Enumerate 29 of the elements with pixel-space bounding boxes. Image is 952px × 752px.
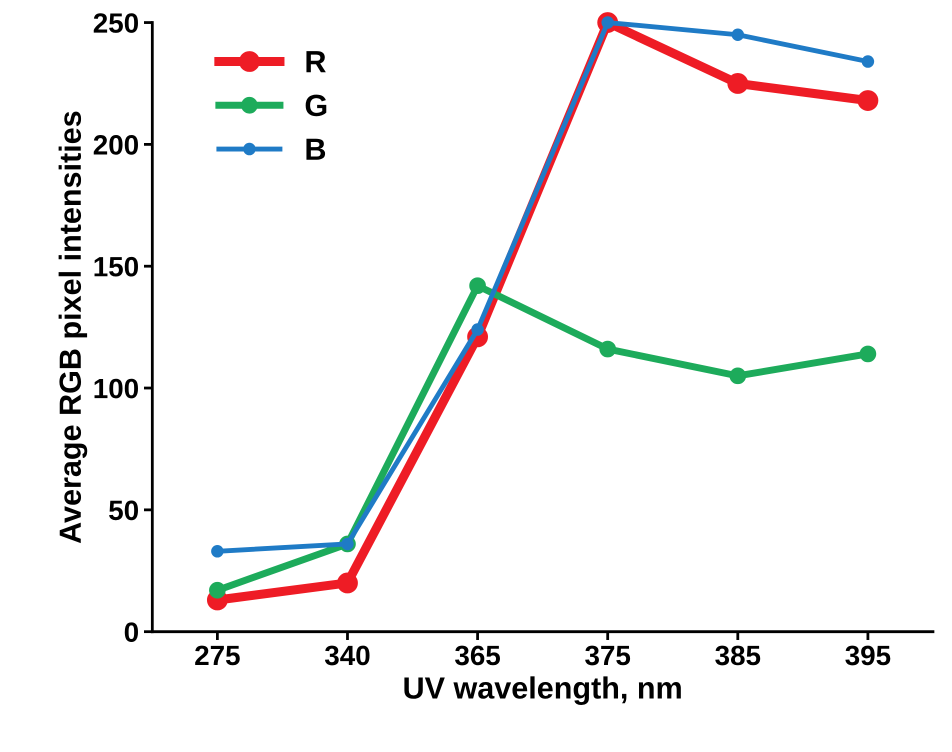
point xyxy=(471,323,484,336)
point xyxy=(732,28,744,41)
y-tick-label: 50 xyxy=(109,500,138,520)
y-axis-title: Average RGB pixel intensities xyxy=(58,112,88,544)
y-tick-label: 150 xyxy=(94,256,138,277)
x-tick-label: 275 xyxy=(195,646,240,666)
x-tick-label: 395 xyxy=(845,646,890,666)
y-tick-label: 0 xyxy=(124,622,138,642)
point xyxy=(209,582,226,599)
x-tick-label: 385 xyxy=(715,646,760,666)
point xyxy=(337,572,358,594)
y-tick-label: 250 xyxy=(94,13,138,33)
legend-label: G xyxy=(306,94,326,116)
point xyxy=(727,73,748,94)
y-tick-label: 200 xyxy=(94,135,138,155)
x-tick-label: 375 xyxy=(585,646,630,666)
point xyxy=(729,368,746,384)
x-axis-title: UV wavelength, nm xyxy=(404,676,681,705)
point xyxy=(857,90,878,111)
legend-label: B xyxy=(306,138,326,160)
x-tick-label: 340 xyxy=(324,646,370,666)
x-tick-label: 365 xyxy=(455,646,500,666)
point xyxy=(469,277,486,294)
point xyxy=(862,55,874,68)
point xyxy=(599,340,616,358)
point xyxy=(211,545,224,558)
y-tick-label: 100 xyxy=(94,378,138,398)
point xyxy=(860,346,876,362)
legend-label: R xyxy=(306,51,326,72)
